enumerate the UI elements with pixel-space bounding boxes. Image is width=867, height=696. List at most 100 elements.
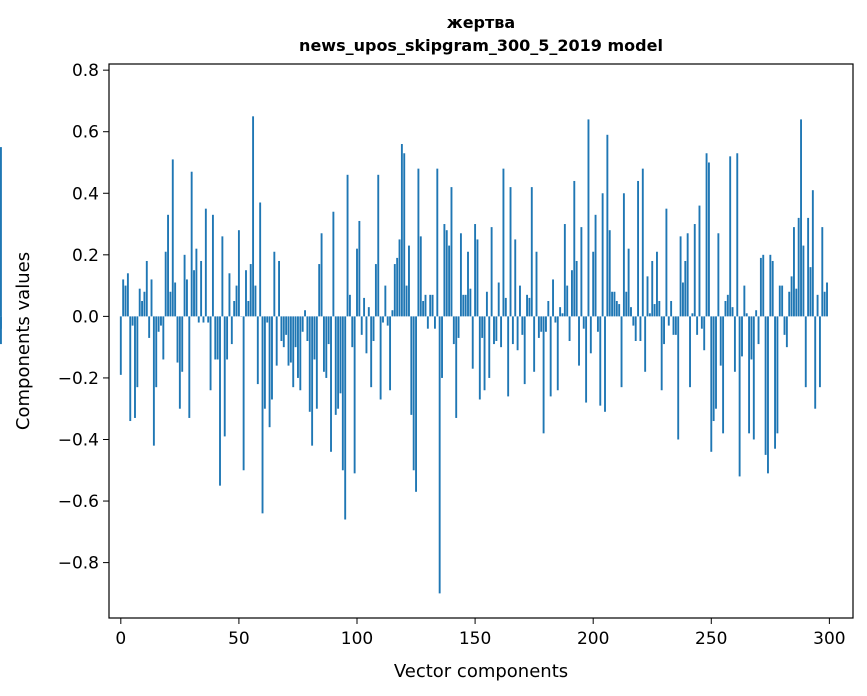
bar [467,251,469,317]
bar [181,316,184,372]
bar [124,285,127,317]
bar [710,316,713,452]
bar [823,291,826,317]
y-tick-label: −0.4 [58,430,99,450]
bar [670,300,673,317]
y-tick-label: 0.0 [72,307,99,327]
bar [578,316,580,366]
bar [424,294,427,317]
bar [202,316,205,323]
bar [223,316,226,437]
bar [568,316,571,341]
bar [781,285,784,317]
bar [434,316,436,329]
bar [724,300,727,317]
bar [738,316,741,477]
y-tick-label: −0.8 [58,554,99,574]
bar [438,316,441,594]
bar [469,288,472,317]
bar [613,291,616,317]
bar [419,236,422,317]
bar [157,316,160,332]
bar [625,291,628,317]
bar [762,254,765,317]
y-axis-label: Components values [13,252,34,430]
x-tick-label: 50 [228,629,250,649]
bar [462,294,465,317]
bar [261,316,264,514]
bar [677,316,680,440]
bar [122,279,125,317]
bar [372,316,375,341]
bar [493,316,495,345]
bar [377,174,380,317]
bar [188,316,191,418]
bar [821,227,824,317]
bar [249,264,252,317]
bar [237,230,240,317]
bar [504,297,507,317]
bar [700,316,703,329]
bar [811,190,814,317]
bar [358,220,361,317]
bar [190,171,193,317]
bar [403,153,406,317]
bar [391,310,394,317]
bar [363,297,366,317]
bar [216,316,219,360]
bar [585,316,588,403]
bar [615,300,618,317]
y-tick-label: −0.2 [58,369,99,389]
bar [641,168,644,317]
bar [344,316,347,520]
bar [341,316,344,471]
bar [776,316,779,434]
bar [696,316,699,335]
bar [464,294,467,317]
bar [769,254,772,317]
bar [294,316,297,348]
bar [519,285,521,317]
x-axis-ticks: 0 50 100 150 200 250 300 [115,618,846,649]
bar [717,233,720,317]
bar [476,239,479,317]
bar [606,134,609,317]
bar [214,316,217,360]
bar [280,316,283,341]
bar [152,316,155,446]
bar [330,316,332,452]
bar [327,316,330,345]
bar [816,294,819,317]
bar [235,285,238,317]
bar [134,316,136,418]
bar [228,273,231,317]
bar [233,300,236,317]
bar [221,236,224,317]
bar [795,288,798,317]
bar [580,227,583,317]
bar [547,300,550,317]
bar [348,294,351,317]
bar [755,310,758,317]
bar [651,260,654,317]
bar [301,316,304,332]
bar [575,260,578,317]
bar [315,316,318,409]
bar [703,316,706,351]
bar [663,316,665,345]
bar [627,248,630,317]
x-tick-label: 100 [341,629,373,649]
bar [171,159,174,317]
bar [596,316,599,332]
bar [178,316,181,409]
bar [788,291,791,317]
bar [637,180,640,317]
bar [800,119,802,317]
bar [540,316,543,332]
bar [320,233,323,317]
y-tick-label: 0.4 [72,184,99,204]
bar [818,316,821,388]
bar [726,294,729,317]
bar [639,316,642,341]
bar [570,270,573,317]
